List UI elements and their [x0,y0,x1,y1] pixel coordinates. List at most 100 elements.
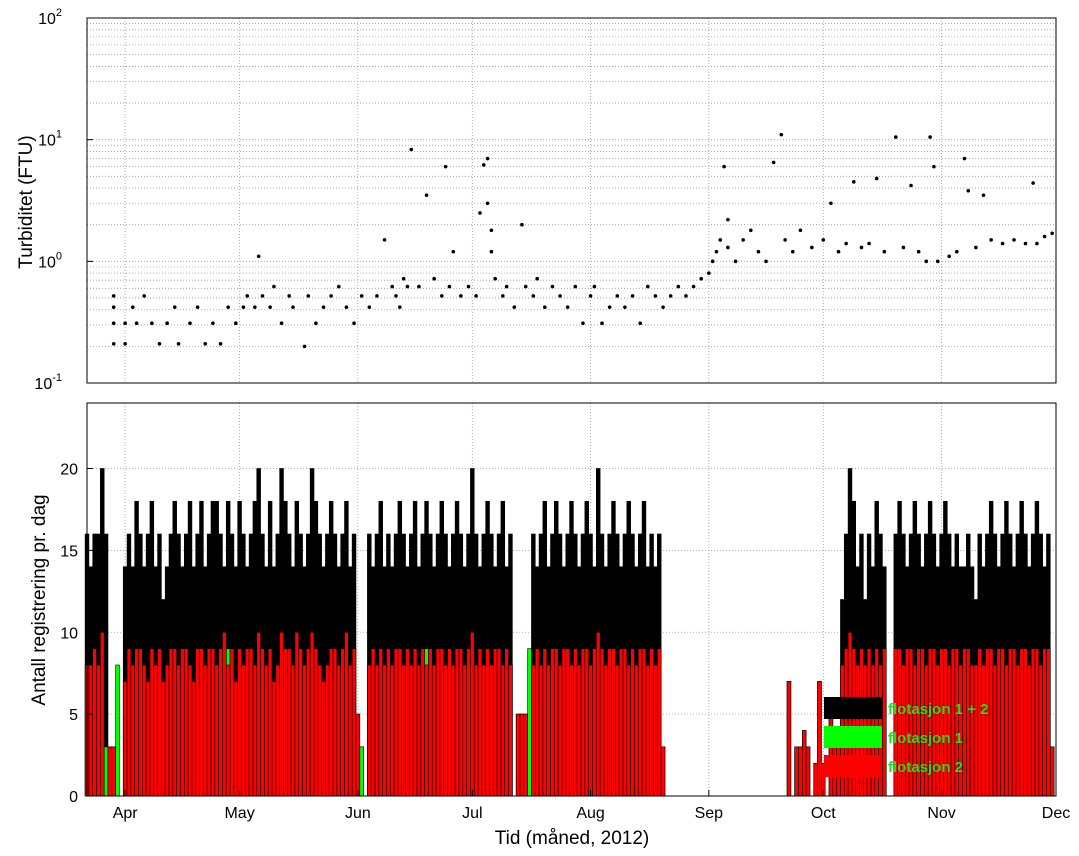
bar-flotasjon-2 [1049,746,1055,797]
bar-flotasjon-2 [443,664,448,797]
bar-flotasjon-2 [378,648,383,797]
bar-flotasjon-2 [256,631,261,797]
bar-flotasjon-2 [561,648,567,797]
scatter-point [390,284,394,289]
scatter-point [123,341,127,346]
bar-flotasjon-2 [183,648,189,797]
bar-flotasjon-2 [1000,648,1005,797]
bar-flotasjon-2 [802,730,807,797]
scatter-point [924,259,929,264]
scatter-point [779,132,784,137]
scatter-point [111,294,116,298]
bottom-x-tick-labels: Apr May Jun Jul Aug Sep Oct Nov Dec [113,790,1070,822]
scatter-point [375,294,379,298]
scatter-point [520,222,524,227]
scatter-point [489,228,494,233]
scatter-point [676,284,681,289]
scatter-point [771,160,776,165]
bottom-y-tick-labels: 0 5 10 15 20 [60,462,93,806]
bar-flotasjon-2 [1030,648,1036,797]
bar-flotasjon-2 [306,648,311,797]
bar-flotasjon-2 [1011,648,1017,797]
bar-flotasjon-2 [618,648,624,797]
bar-flotasjon-2 [969,664,975,797]
bar-flotasjon-2 [538,664,544,797]
bar-flotasjon-2 [332,648,338,797]
bar-flotasjon-2 [325,664,330,797]
scatter-point [260,294,265,298]
scatter-point [321,305,326,309]
bar-flotasjon-2 [817,681,822,797]
bar-flotasjon-2 [515,713,521,797]
bar-flotasjon-2 [370,648,376,797]
scatter-point [157,341,162,346]
bar-flotasjon-2 [351,648,357,797]
scatter-point [512,305,517,309]
bar-flotasjon-2 [477,648,483,797]
scatter-point [821,238,826,242]
scatter-point [916,249,921,254]
bar-flotasjon-2 [290,664,296,797]
scatter-point [623,305,627,309]
scatter-point [764,259,768,264]
bar-flotasjon-2 [576,664,582,797]
bar-flotasjon-2 [164,664,170,797]
bar-flotasjon-2 [637,648,643,797]
scatter-point [684,294,688,298]
bar-flotasjon-2 [409,664,414,797]
bar-flotasjon-2 [588,664,593,797]
scatter-point [535,276,539,281]
bar-flotasjon-2 [283,648,288,797]
top-y-tick-label: 102 [38,7,62,28]
bar-flotasjon-2 [584,648,589,797]
bar-flotasjon-2 [473,664,479,797]
bar-flotasjon-2 [237,648,242,797]
bar-flotasjon-2 [191,681,197,797]
bar-flotasjon-2 [344,631,349,797]
bottom-y-tick-label: 0 [69,789,78,806]
scatter-point [573,284,578,289]
scatter-point [638,321,642,326]
scatter-point [901,245,906,250]
bar-flotasjon-2 [107,746,113,797]
bar-flotasjon-2 [546,664,551,797]
scatter-point [558,294,562,298]
scatter-point [501,294,505,298]
bar-flotasjon-2 [149,648,155,797]
bar-flotasjon-2 [100,631,105,797]
top-plot-frame [86,17,1057,384]
bar-flotasjon-2 [439,648,444,797]
bar-flotasjon-2 [218,648,223,797]
bar-flotasjon-2 [454,648,460,797]
bar-flotasjon-2 [534,648,540,797]
bar-flotasjon-2 [168,648,174,797]
scatter-point [405,284,410,289]
bar-flotasjon-2 [431,664,437,797]
scatter-point [493,276,498,281]
bottom-y-tick-label: 5 [69,707,78,724]
scatter-point [844,241,848,246]
scatter-point [314,321,318,326]
bar-flotasjon-2 [1038,664,1043,797]
bar-flotasjon-2 [393,648,399,797]
bar-flotasjon-2 [374,664,380,797]
scatter-point [989,238,993,242]
bar-flotasjon-2 [420,648,425,797]
scatter-point [485,201,490,206]
scatter-point [699,276,704,281]
bar-flotasjon-1 [115,664,120,797]
scatter-point [836,249,841,254]
bar-flotasjon-2 [1042,648,1047,797]
bar-flotasjon-2 [653,664,658,797]
bar-flotasjon-2 [1008,648,1013,797]
bar-flotasjon-2 [565,648,570,797]
bar-flotasjon-1 [359,746,364,797]
scatter-point [1042,234,1047,239]
bar-flotasjon-2 [248,648,254,797]
bar-flotasjon-2 [187,664,193,797]
legend-swatch-1 [824,697,882,719]
scatter-point [226,305,230,309]
scatter-point [287,294,291,298]
scatter-point [645,284,650,289]
